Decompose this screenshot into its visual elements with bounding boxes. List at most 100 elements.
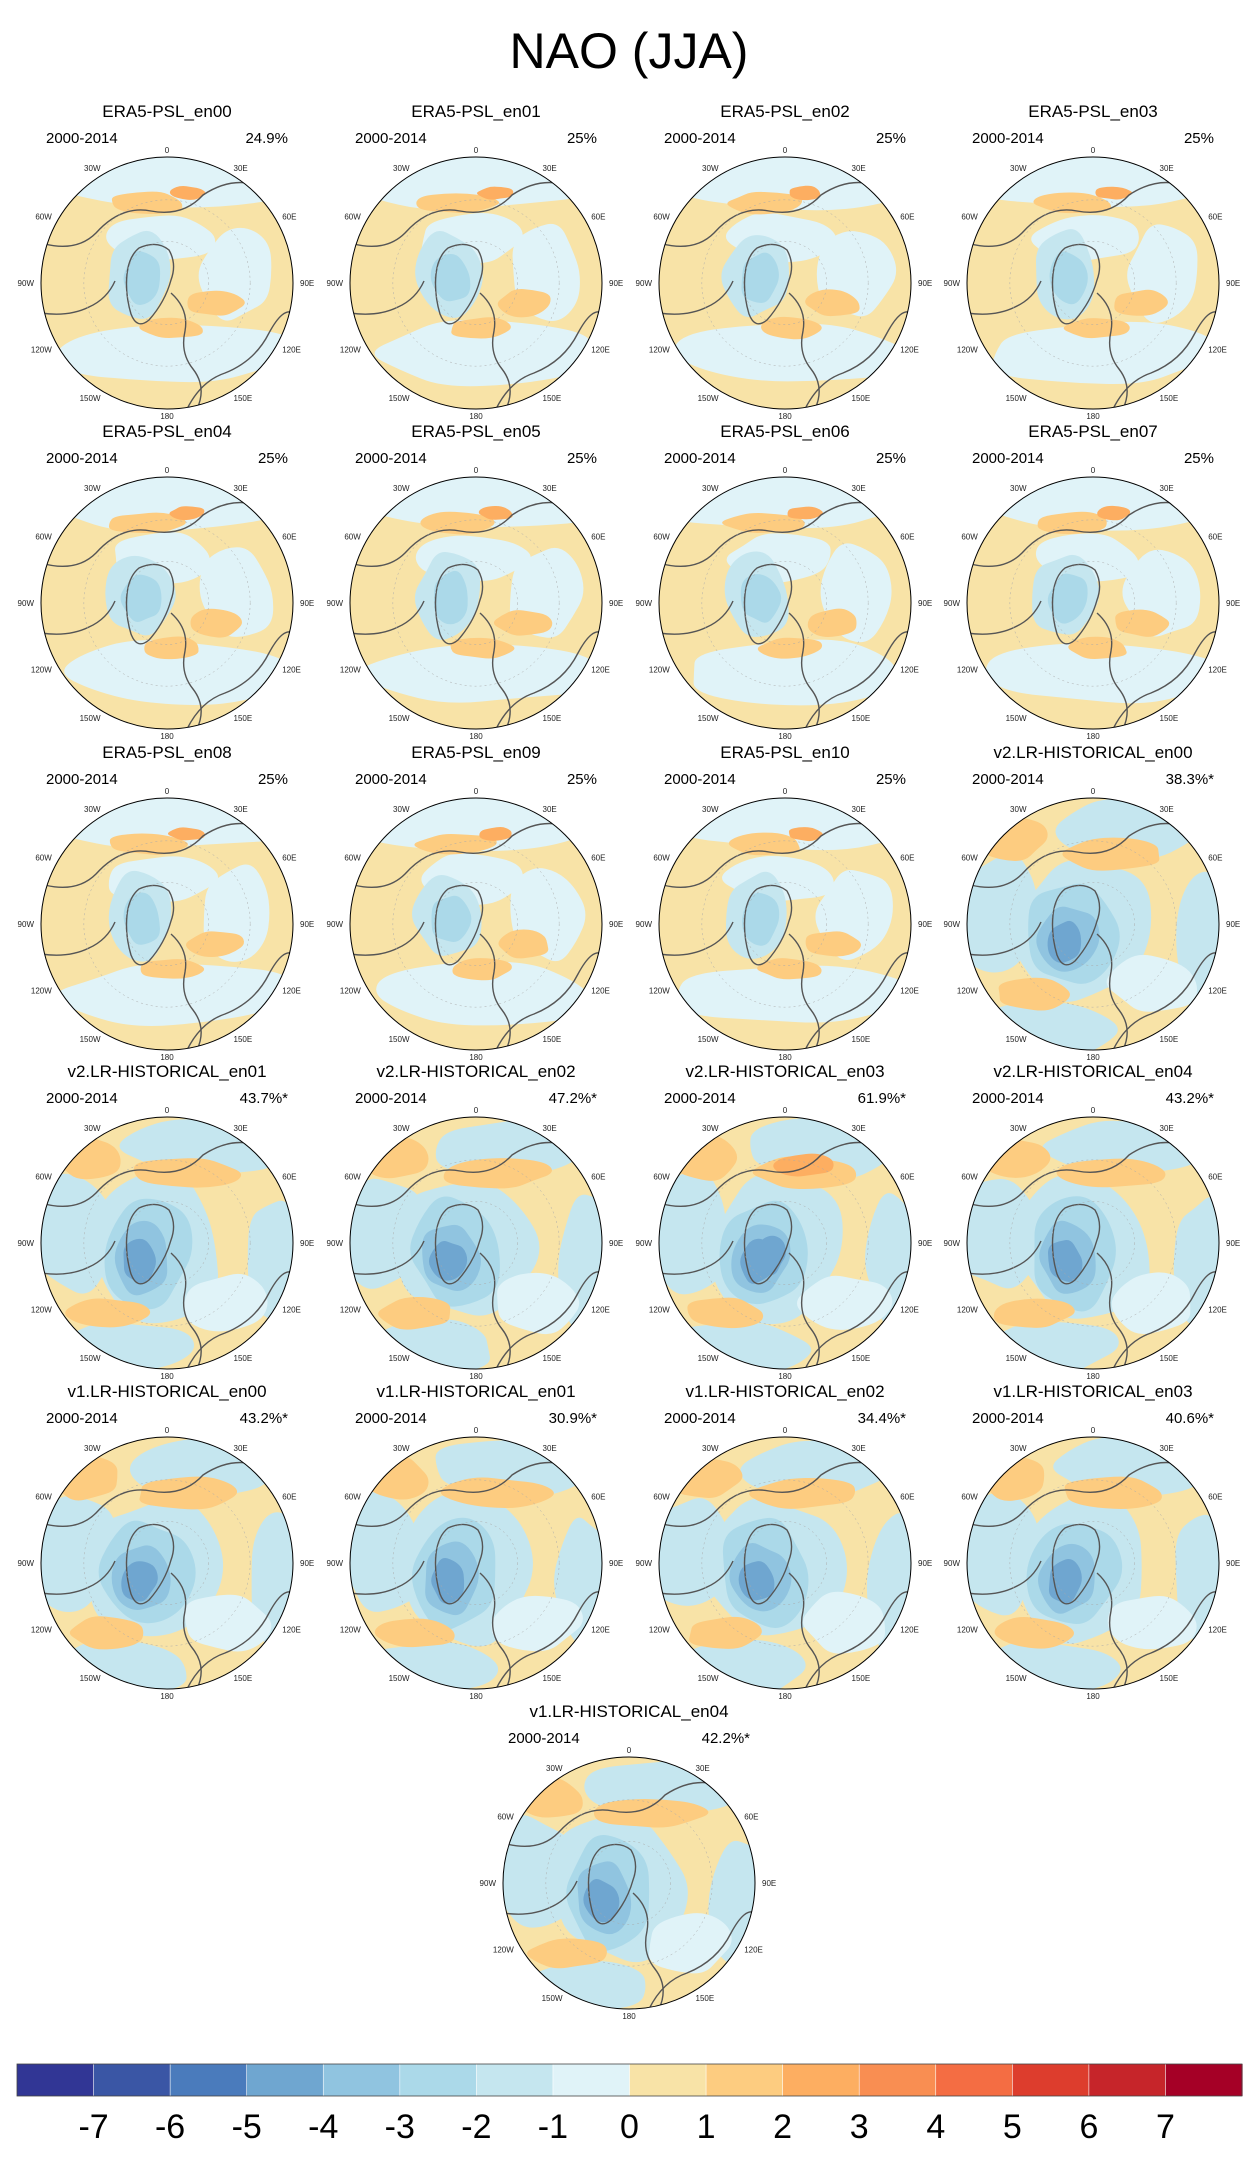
- longitude-label: 60E: [591, 533, 605, 542]
- anomaly-region: [802, 1591, 886, 1654]
- longitude-label: 60E: [282, 213, 296, 222]
- europe-coast: [648, 1911, 755, 2009]
- europe-coast: [186, 311, 293, 409]
- longitude-label: 60E: [591, 1173, 605, 1182]
- canada-coast: [967, 600, 1042, 635]
- anomaly-region: [358, 644, 602, 703]
- anomaly-region: [787, 506, 823, 520]
- panel-variance: 42.2%*: [702, 1730, 751, 1747]
- anomaly-region: [740, 574, 782, 623]
- latitude-circle: [392, 1479, 560, 1647]
- longitude-label: 90E: [1226, 920, 1240, 929]
- longitude-label: 0: [783, 146, 788, 155]
- anomaly-region: [111, 191, 183, 214]
- panel-period: 2000-2014: [46, 130, 118, 147]
- greenland-coast: [434, 243, 484, 325]
- map-border: [658, 156, 912, 410]
- latitude-circle: [743, 1201, 827, 1285]
- graticule: [392, 199, 560, 367]
- colorbar-tick-label: -1: [538, 2108, 568, 2146]
- longitude-label: 30W: [393, 805, 410, 814]
- longitude-label: 90W: [636, 279, 653, 288]
- coastline: [350, 822, 602, 1050]
- longitude-label: 60W: [961, 854, 978, 863]
- colorbar-tick-label: -4: [308, 2108, 338, 2146]
- longitude-label: 150W: [80, 1674, 101, 1683]
- longitude-label: 120W: [31, 987, 52, 996]
- europe-coast: [804, 1271, 911, 1369]
- panel-variance: 38.3%*: [1166, 771, 1215, 788]
- longitude-label: 60W: [344, 1493, 361, 1502]
- longitude-label: 30E: [1160, 164, 1174, 173]
- longitude-label: 120W: [957, 666, 978, 675]
- longitude-label: 150E: [852, 714, 871, 723]
- europe-coast: [1112, 631, 1219, 729]
- panel-title: ERA5-PSL_en08: [102, 743, 231, 762]
- anomaly-region: [749, 1477, 856, 1509]
- graticule: [1009, 1159, 1177, 1327]
- longitude-label: 0: [627, 1746, 632, 1755]
- longitude-label: 30E: [543, 1124, 557, 1133]
- longitude-label: 0: [783, 1106, 788, 1115]
- longitude-label: 0: [165, 787, 170, 796]
- latitude-circle: [1009, 199, 1177, 367]
- anomaly-region: [1107, 1595, 1197, 1650]
- map-border: [658, 797, 912, 1051]
- anomaly-field: [41, 798, 293, 1050]
- anomaly-region: [985, 643, 1219, 704]
- longitude-label: 150E: [234, 394, 253, 403]
- canada-coast: [41, 921, 116, 956]
- latitude-circle: [83, 840, 251, 1008]
- map-border: [40, 476, 294, 730]
- longitude-label: 90E: [1226, 1239, 1240, 1248]
- latitude-circle: [434, 1521, 518, 1605]
- latitude-circle: [125, 1521, 209, 1605]
- longitude-label: 30W: [393, 1124, 410, 1133]
- latitude-circle: [1051, 241, 1135, 325]
- panel-title: ERA5-PSL_en04: [102, 422, 231, 441]
- canada-coast: [41, 1560, 116, 1595]
- latitude-circle: [1009, 1159, 1177, 1327]
- colorbar-swatch: [17, 2064, 95, 2096]
- longitude-label: 30W: [84, 1124, 101, 1133]
- latitude-circle: [392, 519, 560, 687]
- longitude-label: 0: [1091, 146, 1096, 155]
- panel-title: ERA5-PSL_en02: [720, 102, 849, 121]
- anomaly-field: [350, 1117, 602, 1369]
- latitude-circle: [1009, 1479, 1177, 1647]
- longitude-label: 60E: [900, 1493, 914, 1502]
- map-border: [966, 476, 1220, 730]
- longitude-label: 30E: [543, 164, 557, 173]
- longitude-label: 30W: [702, 1444, 719, 1453]
- latitude-circle: [392, 840, 560, 1008]
- canada-coast: [659, 1560, 734, 1595]
- greenland-coast: [125, 884, 175, 966]
- longitude-label: 30W: [393, 484, 410, 493]
- panel-period: 2000-2014: [972, 1090, 1044, 1107]
- anomaly-region: [674, 323, 911, 382]
- anomaly-region: [687, 1297, 764, 1329]
- longitude-label: 150E: [543, 1035, 562, 1044]
- panel-title: v1.LR-HISTORICAL_en04: [529, 1702, 728, 1721]
- europe-coast: [804, 952, 911, 1050]
- longitude-label: 30W: [1010, 164, 1027, 173]
- longitude-label: 0: [474, 1426, 479, 1435]
- latitude-circle: [125, 882, 209, 966]
- longitude-label: 60E: [900, 1173, 914, 1182]
- longitude-label: 150W: [1006, 1674, 1027, 1683]
- longitude-label: 150E: [852, 394, 871, 403]
- canada-coast: [41, 600, 116, 635]
- anomaly-region: [477, 186, 514, 200]
- panel-period: 2000-2014: [664, 130, 736, 147]
- longitude-label: 150W: [698, 714, 719, 723]
- longitude-label: 60E: [1208, 1493, 1222, 1502]
- greenland-coast: [1051, 1523, 1101, 1605]
- panel-variance: 25%: [1184, 130, 1214, 147]
- longitude-label: 90E: [762, 1879, 776, 1888]
- anomaly-region: [450, 637, 515, 659]
- longitude-label: 120W: [340, 346, 361, 355]
- map-border: [349, 476, 603, 730]
- map-panel: ERA5-PSL_en10 2000-2014 25% 180 150W 150E 120W…: [636, 743, 933, 1062]
- anomaly-region: [350, 1491, 423, 1612]
- panel-title: ERA5-PSL_en00: [102, 102, 231, 121]
